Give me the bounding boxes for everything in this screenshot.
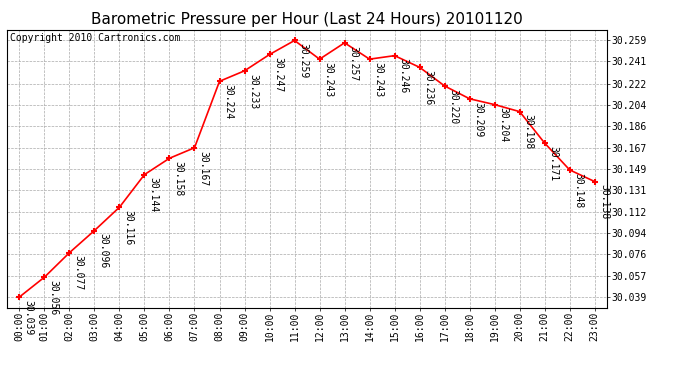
Text: 30.246: 30.246 (399, 58, 408, 94)
Text: Copyright 2010 Cartronics.com: Copyright 2010 Cartronics.com (10, 33, 180, 43)
Text: 30.077: 30.077 (74, 255, 83, 291)
Text: 30.096: 30.096 (99, 233, 108, 268)
Text: 30.158: 30.158 (174, 161, 184, 196)
Text: 30.220: 30.220 (448, 89, 459, 124)
Text: 30.243: 30.243 (324, 62, 334, 97)
Text: 30.167: 30.167 (199, 150, 208, 186)
Text: 30.233: 30.233 (248, 74, 259, 109)
Text: 30.171: 30.171 (549, 146, 559, 181)
Title: Barometric Pressure per Hour (Last 24 Hours) 20101120: Barometric Pressure per Hour (Last 24 Ho… (91, 12, 523, 27)
Text: 30.236: 30.236 (424, 70, 434, 105)
Text: 30.138: 30.138 (599, 184, 609, 220)
Text: 30.224: 30.224 (224, 84, 234, 119)
Text: 30.116: 30.116 (124, 210, 134, 245)
Text: 30.247: 30.247 (274, 57, 284, 93)
Text: 30.039: 30.039 (23, 300, 34, 335)
Text: 30.148: 30.148 (574, 173, 584, 208)
Text: 30.209: 30.209 (474, 102, 484, 137)
Text: 30.056: 30.056 (48, 280, 59, 315)
Text: 30.257: 30.257 (348, 46, 359, 81)
Text: 30.204: 30.204 (499, 107, 509, 142)
Text: 30.144: 30.144 (148, 177, 159, 213)
Text: 30.198: 30.198 (524, 114, 534, 150)
Text: 30.259: 30.259 (299, 43, 308, 78)
Text: 30.243: 30.243 (374, 62, 384, 97)
